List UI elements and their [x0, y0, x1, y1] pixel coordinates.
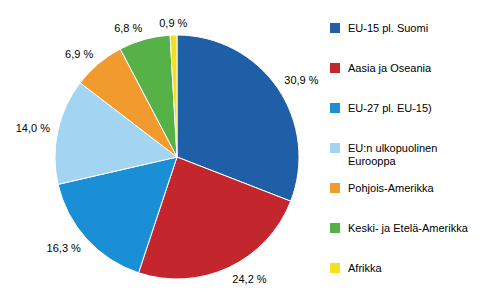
svg-text:30,9 %: 30,9 %	[284, 74, 318, 86]
svg-text:24,2 %: 24,2 %	[232, 273, 266, 285]
html-text:EU:n ulkopuolinen Eurooppa: EU:n ulkopuolinen Eurooppa	[348, 142, 438, 167]
svg-text:0,9 %: 0,9 %	[159, 17, 187, 29]
html-text:EU-15 pl. Suomi: EU-15 pl. Suomi	[348, 22, 429, 34]
html-text:Keski- ja Etelä-Amerikka: Keski- ja Etelä-Amerikka	[348, 222, 468, 234]
svg-text:6,9 %: 6,9 %	[65, 48, 93, 60]
html-text:Afrikka: Afrikka	[348, 262, 382, 274]
html-text:Aasia ja Oseania: Aasia ja Oseania	[348, 62, 432, 74]
html-text:Pohjois-Amerikka: Pohjois-Amerikka	[348, 182, 434, 194]
html-text:EU-27 pl. EU-15): EU-27 pl. EU-15)	[348, 102, 432, 114]
svg-text:6,8 %: 6,8 %	[114, 22, 142, 34]
svg-text:14,0 %: 14,0 %	[16, 122, 50, 134]
svg-text:16,3 %: 16,3 %	[47, 242, 81, 254]
